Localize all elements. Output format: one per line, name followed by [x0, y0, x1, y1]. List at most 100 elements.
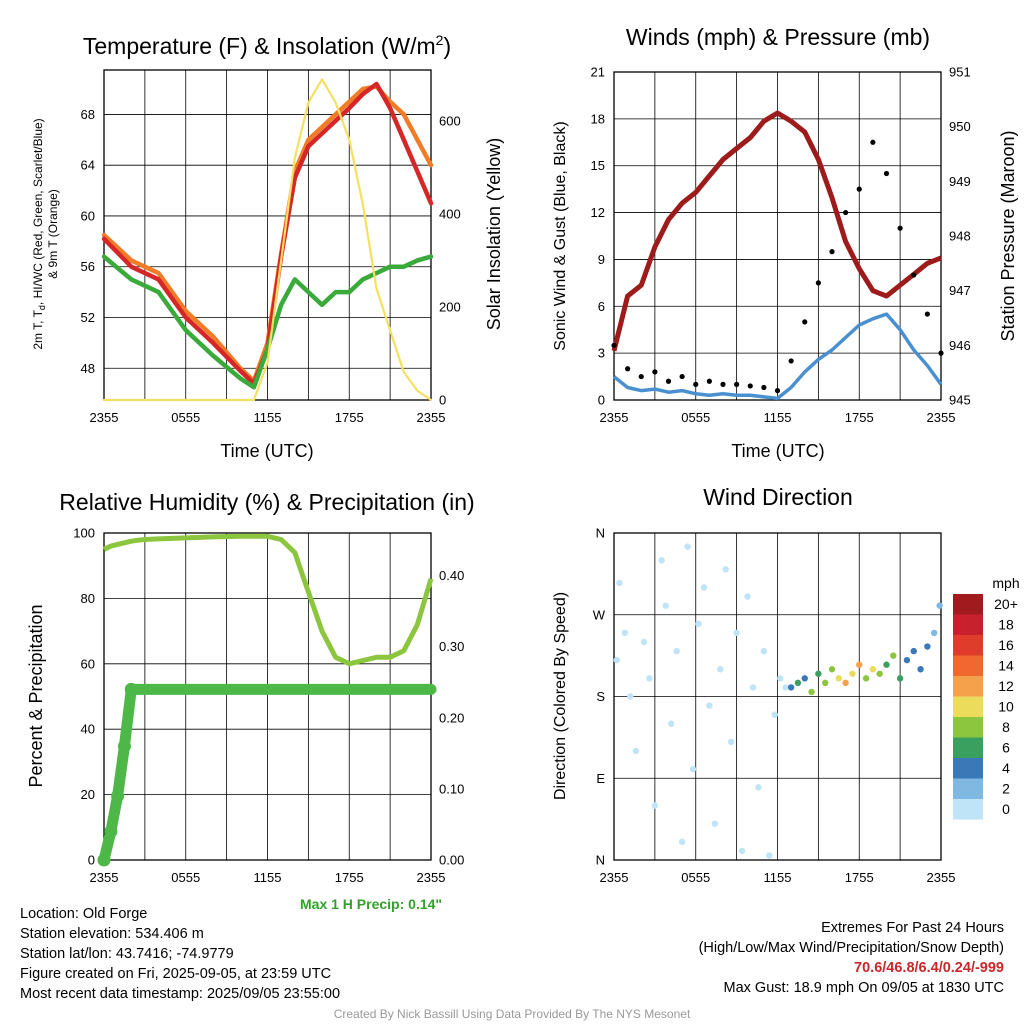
dir-point — [627, 693, 634, 700]
wind-direction-panel: 2355 0555 1155 1755 2355 N E S W N Wind Direction D… — [552, 484, 1020, 885]
rh-precip-point — [111, 789, 125, 803]
dir-point — [621, 629, 629, 637]
rh-y-tick-label: 40 — [81, 722, 95, 737]
rh-x-tick-label: 1155 — [254, 870, 282, 885]
temp-y-tick-label: 48 — [81, 361, 95, 376]
dir-point — [673, 647, 680, 655]
legend-label: 14 — [998, 658, 1014, 674]
dir-point — [733, 629, 740, 637]
wind-gust-point — [761, 384, 767, 391]
dir-point — [862, 675, 870, 682]
dir-point — [835, 675, 843, 682]
rh-x-tick-label: 1755 — [335, 870, 364, 885]
dir-y-tick-label: N — [596, 853, 605, 868]
dir-point — [658, 557, 665, 564]
dir-point — [616, 579, 623, 587]
dir-point — [689, 765, 697, 773]
rh-series-humidity — [102, 533, 434, 667]
rh-x-tick-label: 2355 — [417, 870, 446, 885]
dir-point — [808, 688, 815, 696]
legend-title: mph — [992, 575, 1019, 591]
dir-point — [744, 593, 751, 600]
temp-y2-tick-label: 0 — [439, 393, 446, 408]
temp-x-axis-label: Time (UTC) — [220, 441, 313, 461]
temp-chart-title: Temperature (F) & Insolation (W/m2) — [83, 32, 451, 59]
wind-x-tick-label: 1155 — [764, 410, 792, 425]
wind-gust-point — [679, 373, 685, 380]
wind-gust-point — [883, 170, 890, 177]
rh-y2-tick-label: 0.40 — [439, 568, 464, 583]
dir-point — [787, 684, 795, 691]
legend-swatch — [953, 676, 983, 697]
recent-timestamp: Most recent data timestamp: 2025/09/05 2… — [20, 986, 341, 1002]
legend-swatch — [953, 696, 983, 717]
wind-x-axis-label: Time (UTC) — [731, 441, 824, 461]
station-info: Location: Old Forge Station elevation: 5… — [20, 904, 340, 1004]
temperature-panel: 2355 0555 1155 1755 2355 48 52 56 60 64 68 0 200 400 6… — [31, 32, 504, 461]
dir-y-axis-label: Direction (Colored By Speed) — [552, 592, 569, 800]
dir-point — [662, 602, 669, 609]
wind-y-tick-label: 21 — [591, 65, 605, 80]
station-location: Location: Old Forge — [20, 906, 148, 922]
rh-x-tick-label: 2355 — [90, 870, 119, 885]
temp-y2-tick-label: 200 — [439, 300, 461, 315]
rh-y-tick-label: 80 — [81, 591, 95, 606]
legend-swatch — [953, 614, 983, 635]
rh-y-tick-label: 0 — [88, 853, 95, 868]
wind-y-tick-label: 15 — [591, 158, 605, 173]
wind-y2-tick-label: 947 — [949, 283, 971, 298]
temp-y-tick-label: 64 — [81, 158, 95, 173]
legend-swatch — [953, 778, 983, 799]
legend-label: 20+ — [994, 596, 1018, 612]
legend-swatch — [953, 737, 983, 758]
temp-series-temp — [101, 81, 434, 386]
wind-y2-tick-label: 951 — [949, 65, 971, 80]
dir-frame — [613, 532, 942, 861]
legend-swatch — [953, 717, 983, 738]
wind-y2-tick-label: 949 — [949, 174, 971, 189]
temp-y-tick-label: 60 — [81, 208, 95, 223]
wind-y-tick-label: 18 — [591, 111, 605, 126]
wind-y2-axis-label: Station Pressure (Maroon) — [998, 130, 1018, 341]
wind-y-tick-label: 0 — [598, 393, 605, 408]
wind-gust-point — [870, 139, 876, 145]
wind-y-tick-label: 6 — [598, 299, 605, 314]
wind-gust-point — [802, 319, 808, 325]
wind-chart-title: Winds (mph) & Pressure (mb) — [626, 24, 930, 50]
dir-point — [917, 666, 924, 673]
temp-x-tick-label: 2355 — [417, 410, 446, 425]
rh-y2-tick-label: 0.20 — [439, 710, 464, 725]
wind-gust-point — [829, 249, 835, 255]
legend-label: 16 — [998, 637, 1014, 653]
legend-label: 18 — [998, 617, 1014, 633]
wind-y2-tick-label: 946 — [949, 338, 971, 353]
rh-frame — [103, 532, 432, 861]
dir-point — [717, 666, 724, 673]
dir-point — [771, 711, 778, 718]
wind-series-speed — [612, 312, 943, 401]
wind-gust-point — [720, 381, 726, 387]
extremes-values: 70.6/46.8/6.4/0.24/-999 — [854, 960, 1004, 976]
temp-series-solar — [102, 78, 433, 402]
wind-gust-point — [665, 378, 672, 384]
legend-swatch — [953, 655, 983, 676]
rh-precip-point — [97, 853, 111, 867]
rh-y2-tick-label: 0.00 — [439, 853, 464, 868]
temp-y-tick-label: 68 — [81, 107, 95, 122]
humidity-precip-panel: 2355 0555 1155 1755 2355 0 20 40 60 80 100 0.00 0.10… — [26, 489, 475, 885]
wind-y2-tick-label: 945 — [949, 393, 971, 408]
dir-point — [646, 675, 653, 682]
figure-created: Figure created on Fri, 2025-09-05, at 23… — [20, 966, 332, 982]
rh-y-tick-label: 100 — [73, 526, 95, 541]
dir-point — [883, 661, 890, 668]
dir-point — [711, 820, 719, 827]
wind-gust-point — [747, 383, 753, 389]
dir-point — [668, 720, 675, 727]
wind-gust-point — [843, 209, 849, 216]
dir-point — [749, 684, 757, 691]
temp-y-tick-label: 52 — [81, 310, 95, 325]
temp-x-tick-label: 1155 — [254, 410, 282, 425]
rh-chart-title: Relative Humidity (%) & Precipitation (i… — [59, 489, 474, 515]
dir-point — [815, 670, 822, 677]
